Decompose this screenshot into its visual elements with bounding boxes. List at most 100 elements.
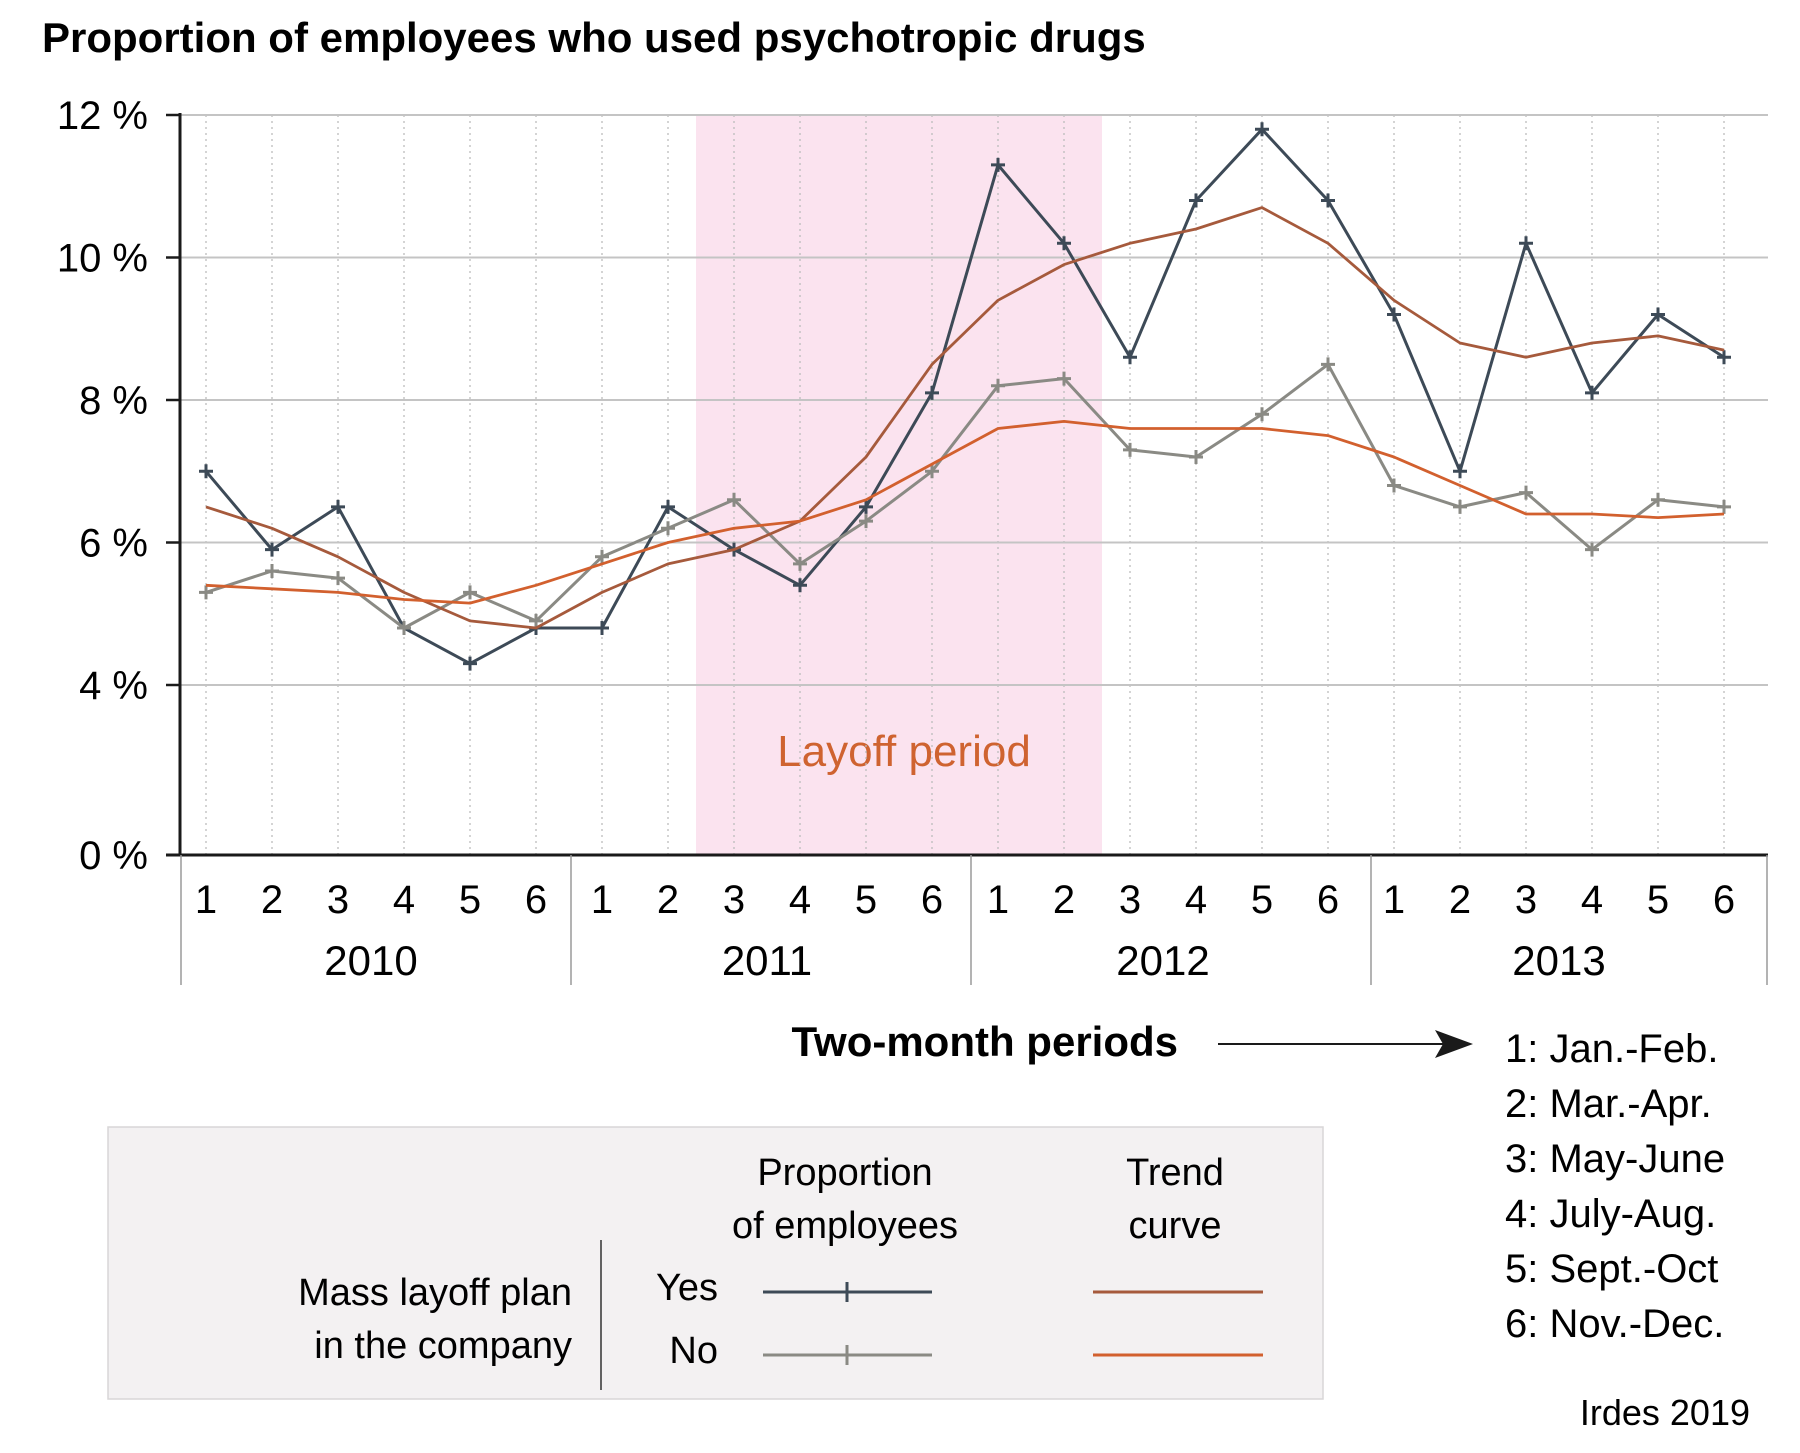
year-label: 2013 xyxy=(1512,937,1605,984)
layoff-period-region xyxy=(696,115,1102,855)
data-point-yes xyxy=(859,499,873,514)
data-point-yes xyxy=(595,621,609,635)
period-key: 1: Jan.-Feb. 2: Mar.-Apr. 3: May-June 4:… xyxy=(1505,1027,1725,1346)
period-key-item: 2: Mar.-Apr. xyxy=(1505,1082,1712,1126)
data-point-yes xyxy=(1387,307,1401,322)
horizontal-gridlines xyxy=(166,113,1768,857)
y-tick-label: 0 % xyxy=(79,834,148,878)
data-point-yes xyxy=(1057,236,1071,251)
x-tick-label: 1 xyxy=(195,878,217,922)
x-axis-arrow-head xyxy=(1435,1030,1473,1058)
data-point-yes xyxy=(1651,307,1665,322)
axes xyxy=(166,113,1768,985)
x-tick-label: 6 xyxy=(1713,878,1735,922)
data-point-no xyxy=(1321,357,1335,372)
series-line-yes-trend xyxy=(205,206,1725,630)
data-point-no xyxy=(1123,442,1137,457)
data-point-no xyxy=(397,621,411,635)
data-point-no xyxy=(925,464,939,479)
data-point-no xyxy=(1387,478,1401,493)
x-tick-label: 1 xyxy=(591,878,613,922)
x-tick-label: 4 xyxy=(393,878,415,922)
data-point-no xyxy=(1057,371,1071,386)
y-tick-label: 4 % xyxy=(79,664,148,708)
data-point-no xyxy=(661,521,675,536)
data-point-yes xyxy=(1123,350,1137,365)
x-tick-label: 5 xyxy=(1647,878,1669,922)
data-point-yes xyxy=(925,385,939,400)
layoff-period-label: Layoff period xyxy=(777,727,1031,776)
y-tick-label: 8 % xyxy=(79,379,148,423)
data-point-yes xyxy=(331,499,345,514)
data-point-yes xyxy=(1255,122,1269,137)
x-tick-label: 3 xyxy=(1515,878,1537,922)
data-point-no xyxy=(1717,499,1731,514)
year-labels: 2010 2011 2012 2013 xyxy=(324,937,1605,984)
legend-row-title: in the company xyxy=(314,1325,572,1367)
chart-title: Proportion of employees who used psychot… xyxy=(42,14,1146,61)
period-key-item: 5: Sept.-Oct xyxy=(1505,1247,1718,1291)
data-point-yes xyxy=(463,656,477,671)
data-point-no xyxy=(595,549,609,564)
source-note: Irdes 2019 xyxy=(1580,1392,1750,1433)
x-tick-label: 2 xyxy=(1449,878,1471,922)
data-point-no xyxy=(1519,485,1533,500)
period-key-item: 3: May-June xyxy=(1505,1137,1725,1181)
series-line-no-proportion xyxy=(205,362,1725,630)
y-tick-label: 10 % xyxy=(57,237,148,281)
data-point-no xyxy=(727,492,741,507)
series-line-yes-proportion xyxy=(204,127,1725,666)
data-point-no xyxy=(1453,499,1467,514)
data-point-yes xyxy=(991,157,1005,172)
year-label: 2010 xyxy=(324,937,417,984)
data-point-no xyxy=(1651,492,1665,507)
x-tick-label: 6 xyxy=(525,878,547,922)
x-tick-label: 4 xyxy=(1581,878,1603,922)
data-point-yes xyxy=(1717,350,1731,365)
data-point-yes xyxy=(1453,464,1467,479)
series-line-no-trend xyxy=(205,419,1725,605)
legend-row-yes: Yes xyxy=(656,1267,718,1309)
y-tick-label: 6 % xyxy=(79,522,148,566)
data-point-no xyxy=(529,613,543,628)
x-axis-title: Two-month periods xyxy=(791,1018,1178,1065)
period-key-item: 6: Nov.-Dec. xyxy=(1505,1302,1724,1346)
data-point-yes xyxy=(1519,236,1533,251)
x-tick-label: 5 xyxy=(1251,878,1273,922)
data-point-no xyxy=(199,585,213,600)
x-tick-label: 6 xyxy=(1317,878,1339,922)
x-tick-label: 6 xyxy=(921,878,943,922)
year-label: 2011 xyxy=(722,937,812,984)
x-tick-label: 3 xyxy=(327,878,349,922)
data-point-yes xyxy=(199,464,213,479)
x-tick-label: 1 xyxy=(1383,878,1405,922)
x-tick-label: 4 xyxy=(1185,878,1207,922)
y-tick-labels: 0 % 4 % 6 % 8 % 10 % 12 % xyxy=(57,94,148,878)
x-tick-label: 3 xyxy=(1119,878,1141,922)
data-point-no xyxy=(1255,407,1269,422)
data-point-no xyxy=(265,564,279,578)
x-tick-label: 2 xyxy=(1053,878,1075,922)
x-tick-label: 1 xyxy=(987,878,1009,922)
data-point-no xyxy=(1189,450,1203,464)
legend-row-title: Mass layoff plan xyxy=(298,1272,572,1314)
legend-header-trend: Trend xyxy=(1126,1152,1224,1194)
x-tick-label: 3 xyxy=(723,878,745,922)
legend: Proportion of employees Trend curve Mass… xyxy=(107,1126,1324,1400)
data-point-yes xyxy=(265,542,279,557)
data-point-yes xyxy=(1189,193,1203,208)
legend-header-series: of employees xyxy=(732,1205,958,1247)
period-key-item: 4: July-Aug. xyxy=(1505,1192,1716,1236)
series-lines xyxy=(199,122,1731,671)
data-point-no xyxy=(331,571,345,586)
data-point-yes xyxy=(1585,385,1599,400)
data-point-yes xyxy=(661,499,675,514)
data-point-no xyxy=(463,585,477,600)
x-tick-label: 2 xyxy=(657,878,679,922)
legend-header-series: Proportion xyxy=(757,1152,932,1194)
x-tick-label: 5 xyxy=(459,878,481,922)
data-point-no xyxy=(859,514,873,529)
data-point-yes xyxy=(793,578,807,593)
